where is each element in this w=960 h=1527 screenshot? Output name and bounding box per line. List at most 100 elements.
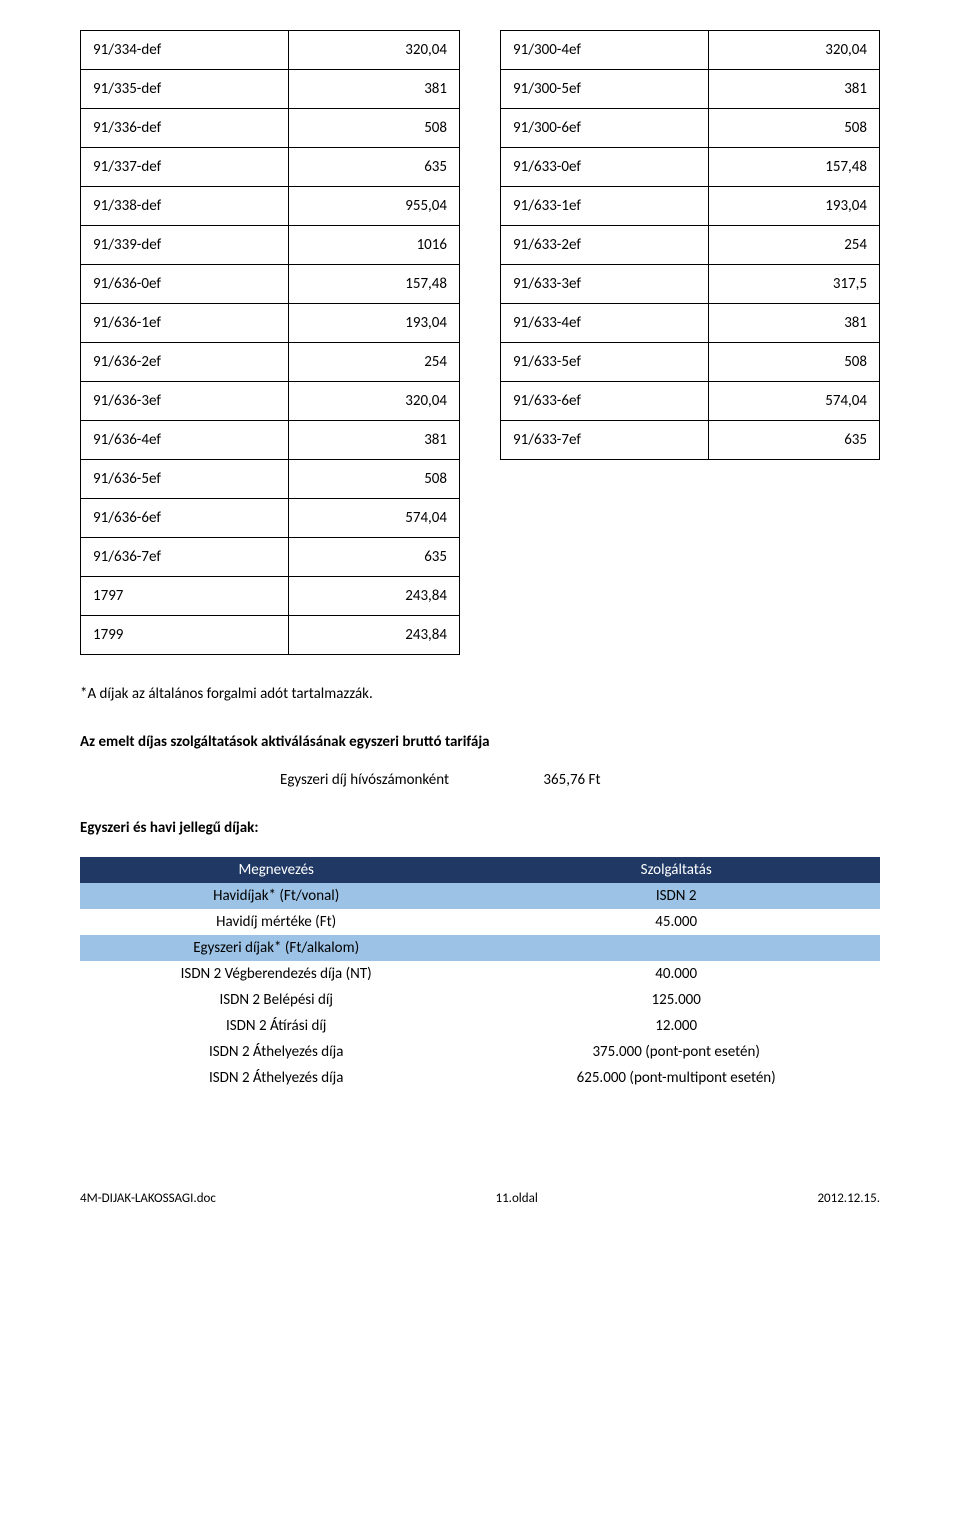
code-cell: 91/300-5ef xyxy=(501,70,709,109)
value-cell: 381 xyxy=(709,70,880,109)
code-cell: 91/339-def xyxy=(81,226,289,265)
pricing-name-cell: Havidíj mértéke (Ft) xyxy=(80,909,472,935)
table-row: 91/636-4ef381 xyxy=(81,421,460,460)
table-row: 91/636-1ef193,04 xyxy=(81,304,460,343)
table-row: 91/335-def381 xyxy=(81,70,460,109)
pricing-row: ISDN 2 Áthelyezés díja375.000 (pont-pont… xyxy=(80,1039,880,1065)
code-cell: 91/636-5ef xyxy=(81,460,289,499)
value-cell: 254 xyxy=(289,343,460,382)
pricing-value-cell: ISDN 2 xyxy=(472,883,880,909)
table-row: 91/633-0ef157,48 xyxy=(501,148,880,187)
value-cell: 193,04 xyxy=(289,304,460,343)
value-cell: 635 xyxy=(709,421,880,460)
code-cell: 91/633-3ef xyxy=(501,265,709,304)
value-cell: 320,04 xyxy=(709,31,880,70)
value-cell: 508 xyxy=(709,109,880,148)
table-row: 91/636-3ef320,04 xyxy=(81,382,460,421)
activation-heading: Az emelt díjas szolgáltatások aktiválásá… xyxy=(80,733,880,751)
value-cell: 508 xyxy=(289,460,460,499)
pricing-header-cell: Megnevezés xyxy=(80,857,472,883)
table-row: 91/334-def320,04 xyxy=(81,31,460,70)
table-row: 91/300-6ef508 xyxy=(501,109,880,148)
pricing-row: ISDN 2 Átírási díj12.000 xyxy=(80,1013,880,1039)
value-cell: 254 xyxy=(709,226,880,265)
right-table: 91/300-4ef320,0491/300-5ef38191/300-6ef5… xyxy=(500,30,880,460)
table-row: 91/337-def635 xyxy=(81,148,460,187)
code-cell: 91/633-7ef xyxy=(501,421,709,460)
pricing-value-cell: 125.000 xyxy=(472,987,880,1013)
code-cell: 91/633-4ef xyxy=(501,304,709,343)
code-cell: 91/636-2ef xyxy=(81,343,289,382)
table-row: 91/636-6ef574,04 xyxy=(81,499,460,538)
value-cell: 635 xyxy=(289,538,460,577)
footer-page: 11.oldal xyxy=(495,1191,537,1206)
code-cell: 1799 xyxy=(81,616,289,655)
left-column: 91/334-def320,0491/335-def38191/336-def5… xyxy=(80,30,460,655)
table-row: 91/633-7ef635 xyxy=(501,421,880,460)
pricing-value-cell: 45.000 xyxy=(472,909,880,935)
pricing-row: Havidíj mértéke (Ft)45.000 xyxy=(80,909,880,935)
table-row: 91/336-def508 xyxy=(81,109,460,148)
code-cell: 91/636-4ef xyxy=(81,421,289,460)
table-row: 91/636-5ef508 xyxy=(81,460,460,499)
table-row: 91/633-2ef254 xyxy=(501,226,880,265)
value-cell: 157,48 xyxy=(709,148,880,187)
code-cell: 91/633-6ef xyxy=(501,382,709,421)
value-cell: 317,5 xyxy=(709,265,880,304)
pricing-row: Egyszeri díjak* (Ft/alkalom) xyxy=(80,935,880,961)
value-cell: 574,04 xyxy=(709,382,880,421)
pricing-value-cell: 40.000 xyxy=(472,961,880,987)
single-fee-value: 365,76 Ft xyxy=(543,771,600,789)
pricing-header-cell: Szolgáltatás xyxy=(472,857,880,883)
pricing-value-cell: 625.000 (pont-multipont esetén) xyxy=(472,1065,880,1091)
value-cell: 381 xyxy=(709,304,880,343)
pricing-value-cell: 12.000 xyxy=(472,1013,880,1039)
pricing-value-cell: 375.000 (pont-pont esetén) xyxy=(472,1039,880,1065)
code-cell: 91/336-def xyxy=(81,109,289,148)
pricing-row: ISDN 2 Belépési díj125.000 xyxy=(80,987,880,1013)
code-cell: 91/636-7ef xyxy=(81,538,289,577)
pricing-name-cell: ISDN 2 Végberendezés díja (NT) xyxy=(80,961,472,987)
pricing-name-cell: Havidíjak* (Ft/vonal) xyxy=(80,883,472,909)
code-cell: 91/300-6ef xyxy=(501,109,709,148)
table-row: 91/633-3ef317,5 xyxy=(501,265,880,304)
footer-filename: 4M-DIJAK-LAKOSSAGI.doc xyxy=(80,1191,216,1206)
pricing-name-cell: ISDN 2 Átírási díj xyxy=(80,1013,472,1039)
code-cell: 91/636-0ef xyxy=(81,265,289,304)
table-row: 91/633-5ef508 xyxy=(501,343,880,382)
pricing-name-cell: ISDN 2 Áthelyezés díja xyxy=(80,1065,472,1091)
table-row: 91/633-1ef193,04 xyxy=(501,187,880,226)
single-fee-line: Egyszeri díj hívószámonként 365,76 Ft xyxy=(80,771,880,789)
table-row: 91/633-6ef574,04 xyxy=(501,382,880,421)
table-row: 91/339-def1016 xyxy=(81,226,460,265)
code-cell: 91/636-6ef xyxy=(81,499,289,538)
code-cell: 91/633-1ef xyxy=(501,187,709,226)
code-cell: 91/335-def xyxy=(81,70,289,109)
code-cell: 1797 xyxy=(81,577,289,616)
vat-footnote: *A díjak az általános forgalmi adót tart… xyxy=(80,685,880,703)
table-row: 91/636-2ef254 xyxy=(81,343,460,382)
pricing-row: Havidíjak* (Ft/vonal)ISDN 2 xyxy=(80,883,880,909)
pricing-row: ISDN 2 Végberendezés díja (NT)40.000 xyxy=(80,961,880,987)
pricing-name-cell: ISDN 2 Áthelyezés díja xyxy=(80,1039,472,1065)
code-cell: 91/633-2ef xyxy=(501,226,709,265)
pricing-value-cell xyxy=(472,935,880,961)
table-row: 91/338-def955,04 xyxy=(81,187,460,226)
code-cell: 91/338-def xyxy=(81,187,289,226)
value-cell: 635 xyxy=(289,148,460,187)
code-cell: 91/334-def xyxy=(81,31,289,70)
value-cell: 320,04 xyxy=(289,382,460,421)
table-row: 1799243,84 xyxy=(81,616,460,655)
value-cell: 243,84 xyxy=(289,577,460,616)
table-row: 91/300-4ef320,04 xyxy=(501,31,880,70)
pricing-table: MegnevezésSzolgáltatásHavidíjak* (Ft/von… xyxy=(80,857,880,1091)
value-cell: 508 xyxy=(289,109,460,148)
value-cell: 243,84 xyxy=(289,616,460,655)
pricing-row: ISDN 2 Áthelyezés díja625.000 (pont-mult… xyxy=(80,1065,880,1091)
table-row: 91/636-7ef635 xyxy=(81,538,460,577)
pricing-name-cell: ISDN 2 Belépési díj xyxy=(80,987,472,1013)
right-column: 91/300-4ef320,0491/300-5ef38191/300-6ef5… xyxy=(500,30,880,655)
periodic-fees-heading: Egyszeri és havi jellegű díjak: xyxy=(80,819,880,837)
value-cell: 1016 xyxy=(289,226,460,265)
code-cell: 91/633-0ef xyxy=(501,148,709,187)
